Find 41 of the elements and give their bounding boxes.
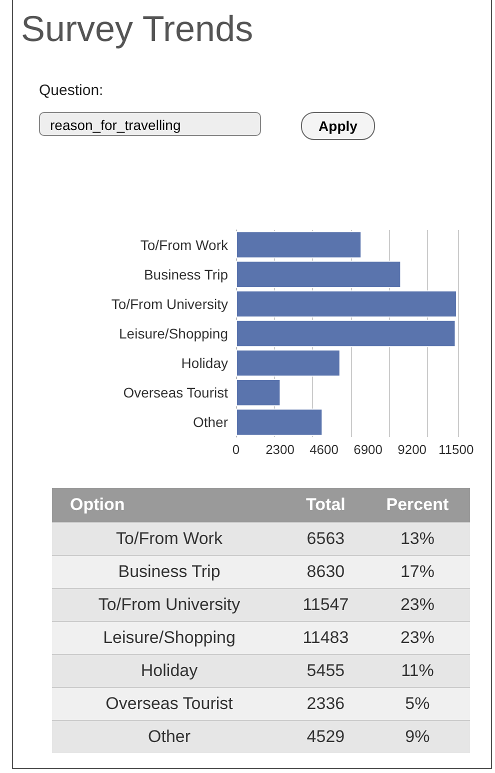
text: 5455 xyxy=(286,654,365,688)
text: 11547 xyxy=(286,588,365,622)
y-tick-label: Other xyxy=(192,414,228,430)
text: Question: xyxy=(39,82,104,99)
text: 9% xyxy=(364,720,470,753)
y-tick-label: Business Trip xyxy=(144,266,228,282)
text: 23% xyxy=(364,622,470,654)
y-tick-label: To/From Work xyxy=(140,236,229,253)
text: reason_for_travelling xyxy=(39,112,261,136)
text: Total xyxy=(286,488,365,522)
text: 23% xyxy=(364,588,470,622)
bar xyxy=(236,379,281,406)
text: 13% xyxy=(364,522,470,556)
bar xyxy=(236,290,457,318)
text: 6563 xyxy=(286,522,365,556)
x-tick-label: 9200 xyxy=(398,442,427,457)
x-tick-label: 4600 xyxy=(310,442,338,457)
bar xyxy=(236,260,402,288)
text: 11483 xyxy=(286,622,365,654)
text: 5% xyxy=(364,688,470,720)
text: 2336 xyxy=(286,688,365,720)
y-tick-label: To/From University xyxy=(111,296,228,312)
y-tick-label: Leisure/Shopping xyxy=(119,326,228,342)
text: 11% xyxy=(364,654,470,688)
bar xyxy=(236,408,323,436)
text: Apply xyxy=(301,112,375,140)
bar xyxy=(236,231,362,258)
x-tick-label: 2300 xyxy=(266,442,294,457)
chart-title: Survey Trends xyxy=(21,8,254,50)
text: Option xyxy=(52,488,287,522)
bar xyxy=(236,320,456,348)
y-tick-label: Holiday xyxy=(181,355,228,372)
text: 8630 xyxy=(286,556,365,588)
x-tick-label: 0 xyxy=(232,442,240,457)
x-tick-label: 6900 xyxy=(354,442,383,457)
text: 17% xyxy=(364,556,470,588)
y-tick-label: Overseas Tourist xyxy=(123,384,228,401)
bar xyxy=(236,349,340,377)
text: Percent xyxy=(364,488,470,522)
x-tick-label: 11500 xyxy=(438,442,474,457)
text: 4529 xyxy=(286,720,365,753)
